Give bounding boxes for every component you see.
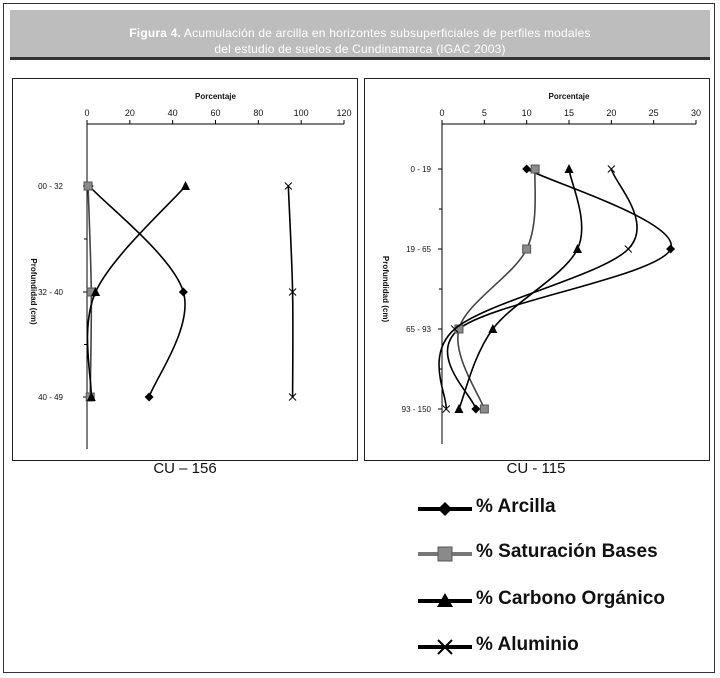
series-saturacion-bases — [454, 164, 540, 414]
data-point-saturacion-bases-1 — [522, 244, 532, 254]
series-line-carbono-organico — [86, 185, 187, 398]
data-point-arcilla-2 — [144, 392, 154, 402]
data-point-carbono-organico-2 — [86, 392, 96, 401]
series-line-arcilla — [446, 168, 672, 410]
x-tick-label: 80 — [253, 108, 263, 118]
series-line-carbono-organico — [458, 168, 583, 410]
legend-item-saturacion-bases: % Saturación Bases — [416, 539, 706, 569]
series-aluminio — [284, 182, 297, 401]
y-axis-title: Profundidad (cm) — [381, 256, 390, 323]
legend-item-carbono-organico: % Carbono Orgánico — [416, 586, 706, 616]
x-tick-label: 0 — [84, 108, 89, 118]
data-point-aluminio-3 — [442, 405, 451, 413]
diamond-marker-icon — [418, 502, 472, 516]
data-point-carbono-organico-2 — [488, 324, 498, 333]
data-point-aluminio-0 — [284, 182, 293, 190]
series-arcilla — [84, 181, 188, 402]
x-tick-label: 60 — [210, 108, 220, 118]
x-tick-label: 10 — [522, 108, 532, 118]
x-tick-label: 120 — [336, 108, 351, 118]
x-tick-label: 30 — [691, 108, 701, 118]
series-line-saturacion-bases — [456, 168, 537, 410]
data-point-arcilla-1 — [666, 244, 676, 254]
y-tick-label: 32 - 40 — [38, 288, 63, 297]
data-point-carbono-organico-0 — [181, 181, 191, 190]
data-point-aluminio-0 — [607, 165, 616, 173]
x-marker-icon — [418, 639, 472, 655]
data-point-aluminio-2-stroke-b — [288, 393, 297, 401]
data-point-carbono-organico-0 — [564, 164, 574, 173]
legend-label-carbono-organico: % Carbono Orgánico — [476, 588, 665, 609]
data-point-arcilla-1 — [178, 287, 188, 297]
series-carbono-organico — [86, 181, 191, 401]
y-axis-title: Profundidad (cm) — [29, 258, 38, 325]
legend-label-aluminio: % Aluminio — [476, 634, 579, 655]
series-line-aluminio — [438, 168, 638, 410]
x-tick-label: 20 — [606, 108, 616, 118]
data-point-carbono-organico-1 — [91, 287, 101, 296]
x-axis-title: Porcentaje — [549, 92, 590, 101]
legend-item-aluminio: % Aluminio — [416, 632, 706, 662]
chart-legend: % Arcilla % Saturación Bases % Carbono O… — [416, 490, 706, 660]
figure-header: Figura 4. Acumulación de arcilla en hori… — [10, 10, 710, 60]
x-axis-title: Porcentaje — [195, 92, 236, 101]
legend-label-saturacion-bases: % Saturación Bases — [476, 541, 658, 562]
x-tick-label: 5 — [482, 108, 487, 118]
data-point-saturacion-bases-3 — [479, 404, 489, 414]
series-carbono-organico — [454, 164, 583, 413]
figure-frame — [3, 3, 715, 673]
x-tick-label: 20 — [125, 108, 135, 118]
data-point-saturacion-bases-0 — [83, 181, 93, 191]
data-point-aluminio-0-stroke-b — [284, 182, 293, 190]
chart-caption-cu-115: CU - 115 — [506, 460, 566, 477]
data-point-arcilla-0 — [522, 164, 532, 174]
chart-caption-cu-156: CU – 156 — [153, 460, 217, 477]
legend-label-arcilla: % Arcilla — [476, 496, 556, 517]
x-tick-label: 15 — [564, 108, 574, 118]
chart-cu-115: Porcentaje 0 5 10 15 20 25 30 0 - 19 19 - 65 65 - … — [381, 92, 701, 444]
data-point-saturacion-bases-0 — [530, 164, 540, 174]
x-tick-label: 25 — [649, 108, 659, 118]
data-point-aluminio-2-stroke-b — [450, 325, 459, 333]
data-point-aluminio-1 — [288, 288, 297, 296]
data-point-arcilla-3 — [471, 404, 481, 414]
data-point-aluminio-1-stroke-b — [288, 288, 297, 296]
data-point-aluminio-2 — [450, 325, 459, 333]
x-tick-label: 40 — [168, 108, 178, 118]
data-point-aluminio-1-stroke-b — [624, 245, 633, 253]
figure-title-text: Acumulación de arcilla en horizontes sub… — [181, 26, 591, 40]
legend-item-arcilla: % Arcilla — [416, 494, 706, 524]
y-tick-label: 19 - 65 — [406, 245, 431, 254]
data-point-aluminio-2 — [288, 393, 297, 401]
chart-panel-cu-115: Porcentaje 0 5 10 15 20 25 30 0 - 19 19 - 65 65 - … — [364, 78, 710, 461]
square-marker-icon — [418, 546, 472, 562]
data-point-aluminio-3-stroke-b — [442, 405, 451, 413]
series-aluminio — [438, 165, 638, 413]
figure-number: Figura 4. — [129, 26, 182, 40]
x-tick-label: 100 — [294, 108, 309, 118]
chart-panel-cu-156: Porcentaje 0 20 40 60 80 100 120 00 - 32 32 - 40 4… — [12, 78, 358, 461]
data-point-aluminio-0-stroke-b — [607, 165, 616, 173]
y-tick-label: 0 - 19 — [411, 165, 432, 174]
series-line-arcilla — [88, 185, 186, 398]
series-arcilla — [446, 164, 676, 414]
y-tick-label: 65 - 93 — [406, 325, 431, 334]
data-point-carbono-organico-3 — [454, 404, 464, 413]
y-tick-label: 00 - 32 — [38, 182, 63, 191]
figure-title-line-1: Figura 4. Acumulación de arcilla en hori… — [10, 26, 710, 40]
triangle-marker-icon — [418, 593, 472, 607]
x-tick-label: 0 — [439, 108, 444, 118]
figure-title-line-2: del estudio de suelos de Cundinamarca (I… — [214, 42, 506, 56]
chart-cu-156: Porcentaje 0 20 40 60 80 100 120 00 - 32 32 - 40 4… — [29, 92, 352, 449]
data-point-aluminio-1 — [624, 245, 633, 253]
y-tick-label: 93 - 150 — [402, 405, 432, 414]
data-point-carbono-organico-1 — [572, 244, 582, 253]
y-tick-label: 40 - 49 — [38, 393, 63, 402]
